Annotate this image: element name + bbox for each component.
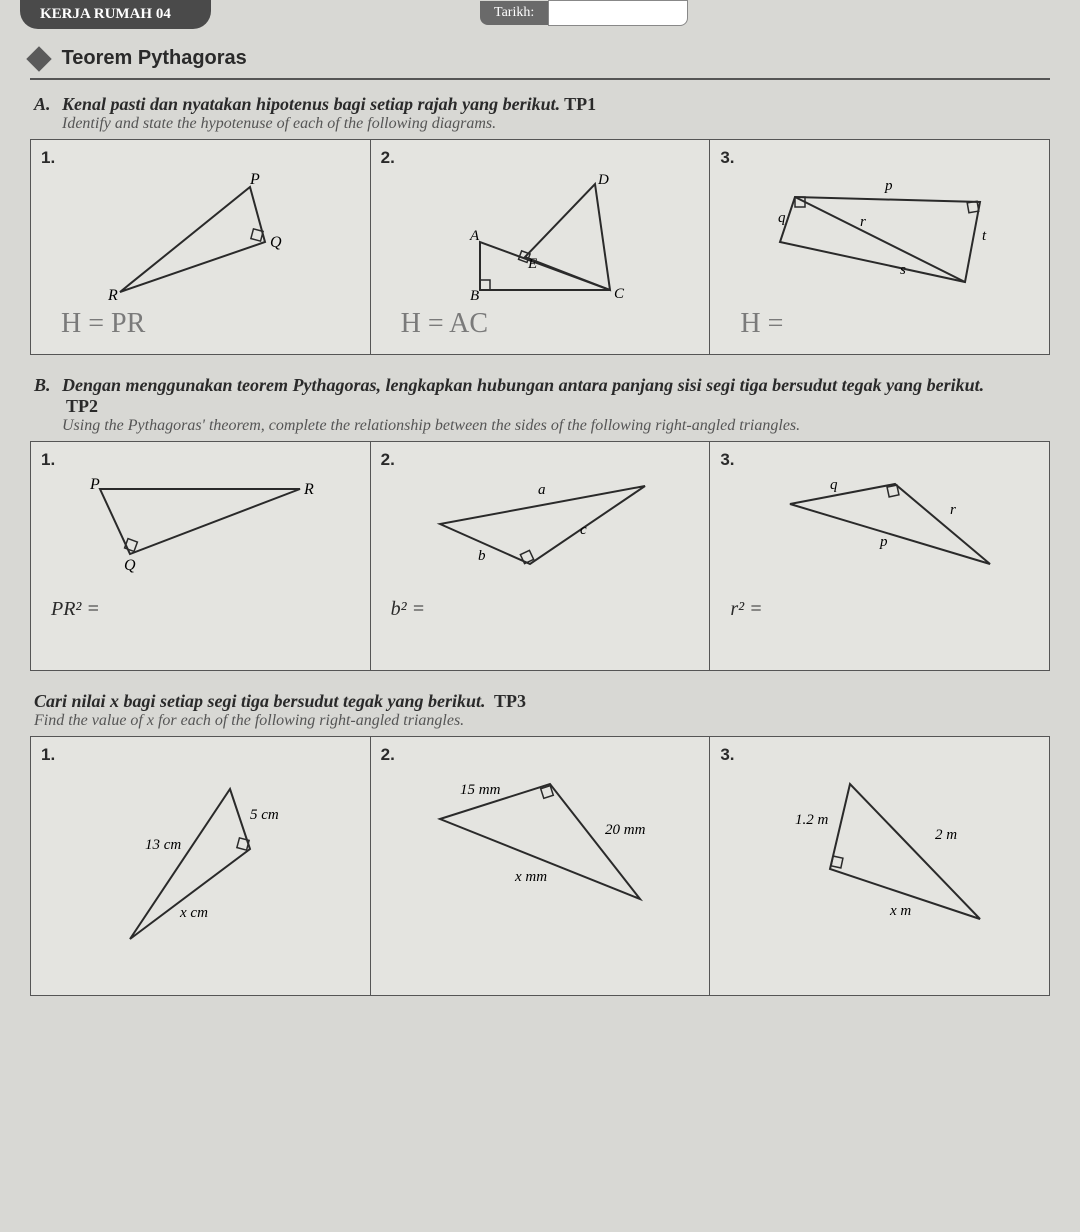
svg-text:p: p (879, 534, 888, 550)
svg-text:5 cm: 5 cm (250, 807, 279, 823)
diagram-a3: p q r s t (740, 172, 1020, 302)
section-c-row: 1. 5 cm 13 cm x cm 2. 15 mm 20 mm x mm 3… (30, 736, 1050, 996)
cell-a1: 1. P Q R H = PR (31, 140, 371, 354)
svg-text:c: c (580, 522, 587, 538)
formula-b3: r² = (730, 598, 1039, 621)
section-b-row: 1. P R Q PR² = 2. a b c b² = 3. q r p (30, 441, 1050, 671)
svg-text:b: b (478, 548, 486, 564)
svg-text:R: R (107, 287, 118, 302)
diamond-icon (26, 46, 51, 71)
svg-text:D: D (597, 172, 609, 188)
diagram-a2: A B C D E (420, 172, 660, 302)
section-a-label: A. (34, 94, 58, 115)
svg-text:x cm: x cm (179, 905, 208, 921)
handwrite-a3: H = (740, 308, 1039, 340)
svg-text:P: P (89, 476, 100, 493)
svg-text:13 cm: 13 cm (145, 837, 181, 853)
svg-text:E: E (527, 256, 537, 272)
cell-c3: 3. 1.2 m 2 m x m (710, 737, 1049, 995)
cell-a1-num: 1. (41, 148, 55, 167)
diagram-c1: 5 cm 13 cm x cm (90, 769, 310, 949)
section-a-instr: A. Kenal pasti dan nyatakan hipotenus ba… (34, 94, 1050, 133)
svg-text:t: t (982, 228, 987, 244)
worksheet-tab: KERJA RUMAH 04 (20, 0, 211, 29)
cell-b3: 3. q r p r² = (710, 442, 1049, 670)
svg-text:2 m: 2 m (935, 827, 957, 843)
title-text: Teorem Pythagoras (62, 47, 247, 69)
section-b-bm: Dengan menggunakan teorem Pythagoras, le… (62, 375, 984, 416)
cell-a3-num: 3. (720, 148, 734, 167)
diagram-b1: P R Q (70, 474, 330, 574)
svg-text:P: P (249, 172, 260, 188)
svg-text:s: s (900, 262, 906, 278)
section-c-en: Find the value of x for each of the foll… (34, 712, 464, 729)
diagram-b3: q r p (750, 474, 1010, 574)
date-label: Tarikh: (480, 1, 548, 25)
cell-b3-num: 3. (720, 450, 734, 469)
cell-c3-num: 3. (720, 745, 734, 764)
date-field[interactable] (548, 0, 688, 26)
svg-text:R: R (303, 481, 314, 498)
svg-text:C: C (614, 286, 625, 302)
cell-c2-num: 2. (381, 745, 395, 764)
svg-text:x mm: x mm (514, 869, 547, 885)
section-a-en: Identify and state the hypotenuse of eac… (62, 115, 496, 132)
svg-text:p: p (884, 178, 893, 194)
svg-text:B: B (470, 288, 479, 302)
handwrite-a1: H = PR (61, 308, 360, 340)
cell-b2: 2. a b c b² = (371, 442, 711, 670)
svg-text:q: q (778, 210, 786, 226)
svg-text:r: r (950, 502, 956, 518)
section-b-en: Using the Pythagoras' theorem, complete … (62, 417, 800, 434)
svg-text:Q: Q (270, 234, 282, 251)
svg-text:r: r (860, 214, 866, 230)
title-rule (30, 78, 1050, 80)
diagram-a1: P Q R (90, 172, 310, 302)
section-b-label: B. (34, 375, 58, 396)
cell-c1: 1. 5 cm 13 cm x cm (31, 737, 371, 995)
section-a-row: 1. P Q R H = PR 2. A B C D E H = AC 3. (30, 139, 1050, 355)
page-title: Teorem Pythagoras (58, 47, 1050, 70)
formula-b2: b² = (391, 598, 700, 621)
svg-text:1.2 m: 1.2 m (795, 812, 829, 828)
section-b-instr: B. Dengan menggunakan teorem Pythagoras,… (34, 375, 1050, 435)
cell-c2: 2. 15 mm 20 mm x mm (371, 737, 711, 995)
svg-text:20 mm: 20 mm (605, 822, 646, 838)
svg-text:A: A (469, 228, 480, 244)
svg-text:x m: x m (889, 903, 911, 919)
diagram-b2: a b c (410, 474, 670, 574)
cell-a2-num: 2. (381, 148, 395, 167)
cell-a3: 3. p q r s t H = (710, 140, 1049, 354)
svg-text:15 mm: 15 mm (460, 782, 501, 798)
svg-text:q: q (830, 477, 838, 493)
formula-b1: PR² = (51, 598, 360, 621)
svg-text:Q: Q (124, 557, 136, 574)
handwrite-a2: H = AC (401, 308, 700, 340)
svg-text:a: a (538, 482, 546, 498)
date-box: Tarikh: (480, 0, 688, 26)
cell-a2: 2. A B C D E H = AC (371, 140, 711, 354)
section-c-instr: Cari nilai x bagi setiap segi tiga bersu… (34, 691, 1050, 730)
cell-b1: 1. P R Q PR² = (31, 442, 371, 670)
diagram-c3: 1.2 m 2 m x m (750, 769, 1010, 939)
cell-b2-num: 2. (381, 450, 395, 469)
cell-b1-num: 1. (41, 450, 55, 469)
diagram-c2: 15 mm 20 mm x mm (400, 769, 680, 929)
section-c-bm: Cari nilai x bagi setiap segi tiga bersu… (34, 691, 526, 711)
section-a-bm: Kenal pasti dan nyatakan hipotenus bagi … (62, 94, 596, 114)
cell-c1-num: 1. (41, 745, 55, 764)
